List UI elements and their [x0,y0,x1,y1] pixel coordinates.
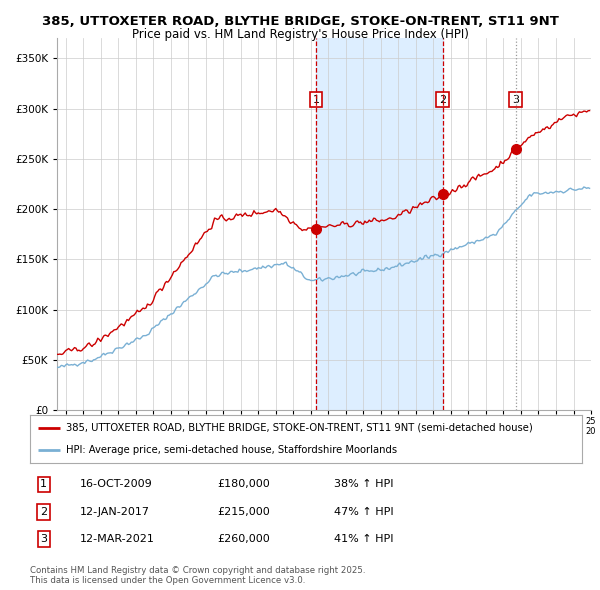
Text: 385, UTTOXETER ROAD, BLYTHE BRIDGE, STOKE-ON-TRENT, ST11 9NT (semi-detached hous: 385, UTTOXETER ROAD, BLYTHE BRIDGE, STOK… [66,423,533,433]
Text: 2: 2 [439,94,446,104]
Text: 47% ↑ HPI: 47% ↑ HPI [334,507,393,517]
Text: £260,000: £260,000 [218,535,271,544]
Text: 12-JAN-2017: 12-JAN-2017 [80,507,149,517]
Text: £180,000: £180,000 [218,480,271,489]
Text: 41% ↑ HPI: 41% ↑ HPI [334,535,393,544]
Text: £215,000: £215,000 [218,507,271,517]
Text: 3: 3 [512,94,519,104]
Text: 2: 2 [40,507,47,517]
Text: 38% ↑ HPI: 38% ↑ HPI [334,480,393,489]
Text: 12-MAR-2021: 12-MAR-2021 [80,535,155,544]
Text: 16-OCT-2009: 16-OCT-2009 [80,480,152,489]
Bar [316,38,443,410]
Text: 3: 3 [40,535,47,544]
Text: 385, UTTOXETER ROAD, BLYTHE BRIDGE, STOKE-ON-TRENT, ST11 9NT: 385, UTTOXETER ROAD, BLYTHE BRIDGE, STOK… [41,15,559,28]
Text: HPI: Average price, semi-detached house, Staffordshire Moorlands: HPI: Average price, semi-detached house,… [66,445,397,455]
Text: 1: 1 [313,94,319,104]
Text: 1: 1 [40,480,47,489]
Text: Contains HM Land Registry data © Crown copyright and database right 2025.
This d: Contains HM Land Registry data © Crown c… [30,566,365,585]
Text: Price paid vs. HM Land Registry's House Price Index (HPI): Price paid vs. HM Land Registry's House … [131,28,469,41]
